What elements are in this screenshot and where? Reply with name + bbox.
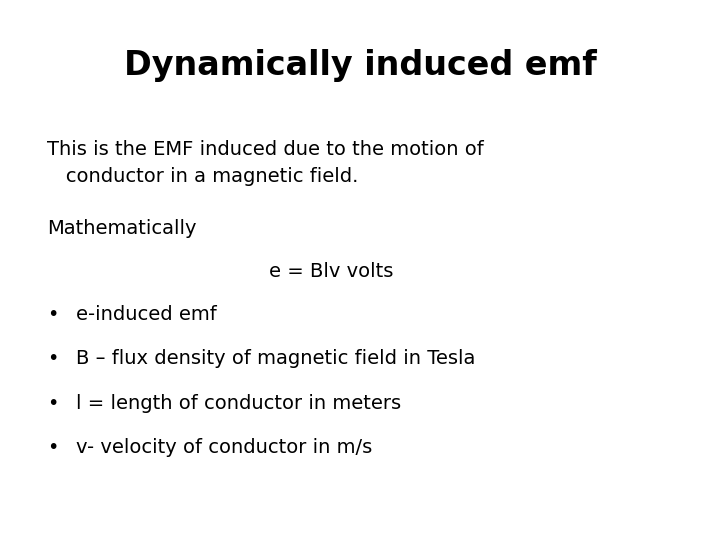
Text: •: • — [47, 349, 58, 368]
Text: •: • — [47, 305, 58, 324]
Text: e = Blv volts: e = Blv volts — [269, 262, 393, 281]
Text: v- velocity of conductor in m/s: v- velocity of conductor in m/s — [76, 438, 372, 457]
Text: •: • — [47, 394, 58, 413]
Text: •: • — [47, 438, 58, 457]
Text: e-induced emf: e-induced emf — [76, 305, 216, 324]
Text: Dynamically induced emf: Dynamically induced emf — [124, 49, 596, 82]
Text: This is the EMF induced due to the motion of
   conductor in a magnetic field.: This is the EMF induced due to the motio… — [47, 140, 484, 186]
Text: B – flux density of magnetic field in Tesla: B – flux density of magnetic field in Te… — [76, 349, 475, 368]
Text: l = length of conductor in meters: l = length of conductor in meters — [76, 394, 401, 413]
Text: Mathematically: Mathematically — [47, 219, 197, 238]
